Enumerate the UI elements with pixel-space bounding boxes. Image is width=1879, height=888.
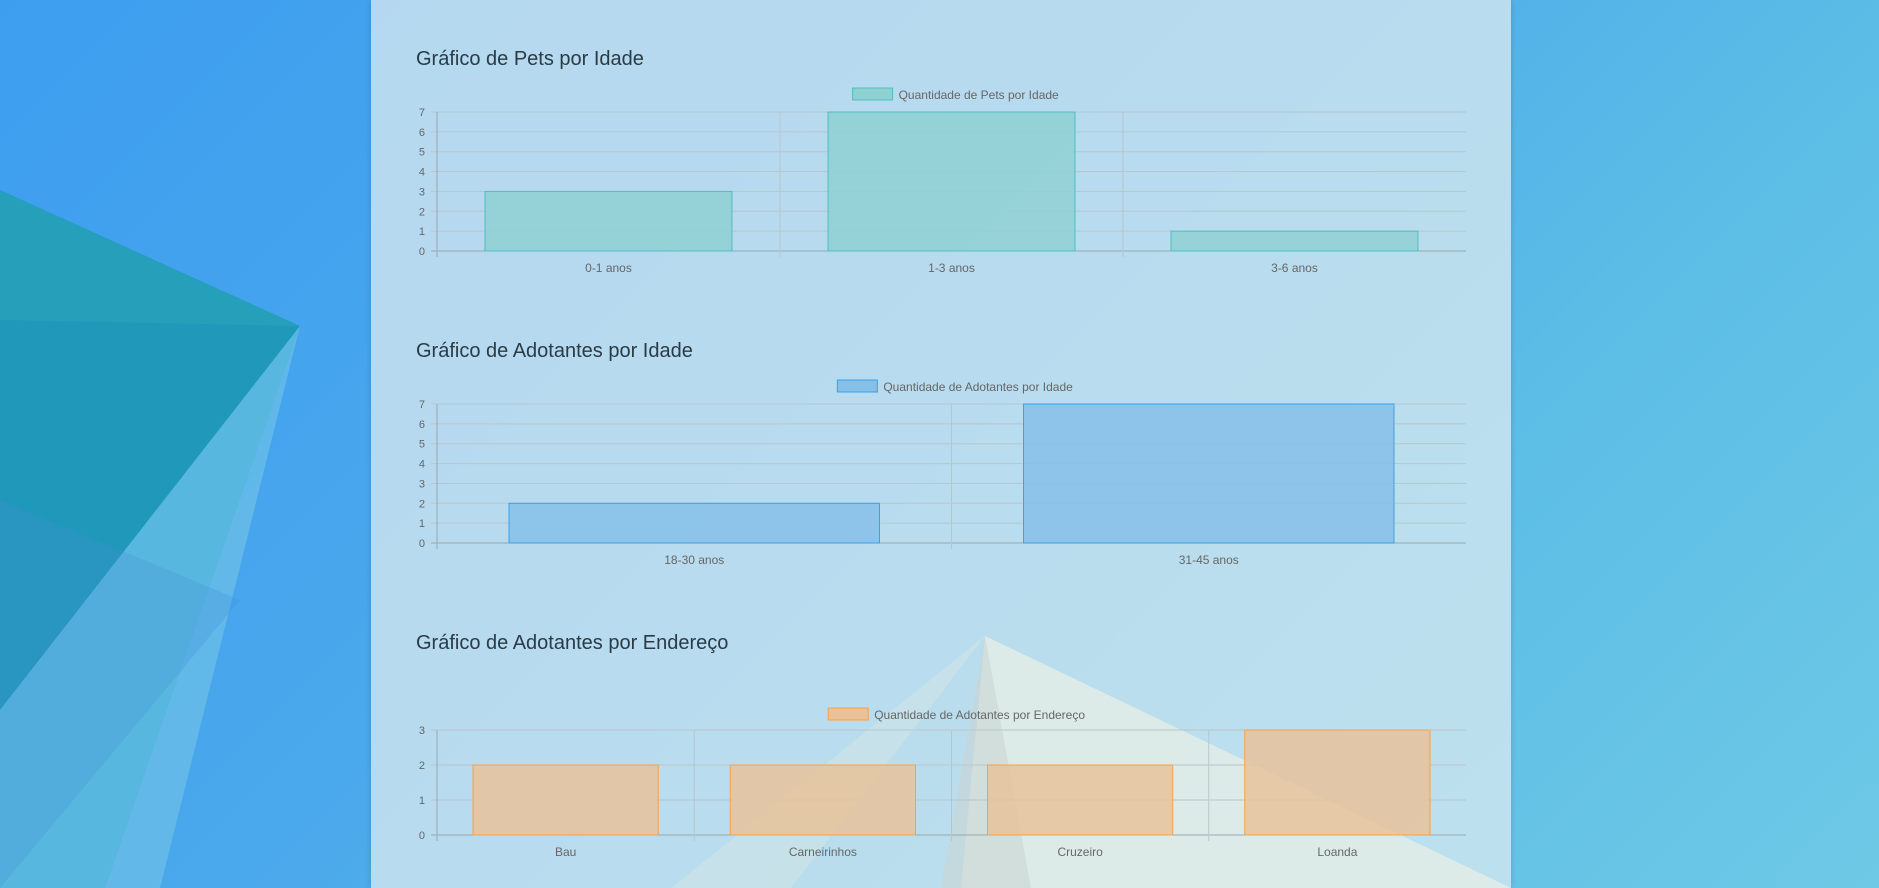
- y-tick-label: 7: [419, 107, 425, 119]
- y-tick-label: 3: [419, 725, 425, 737]
- x-tick-label: Carneirinhos: [789, 845, 857, 859]
- y-tick-label: 4: [419, 459, 425, 471]
- legend-label: Quantidade de Adotantes por Idade: [883, 380, 1073, 394]
- y-tick-label: 0: [419, 246, 425, 258]
- y-tick-label: 0: [419, 830, 425, 842]
- y-tick-label: 7: [419, 399, 425, 411]
- bar: [1244, 729, 1431, 836]
- y-tick-label: 2: [419, 206, 425, 218]
- bar: [987, 764, 1174, 836]
- bar: [1170, 230, 1419, 252]
- legend-label: Quantidade de Pets por Idade: [899, 88, 1059, 102]
- x-tick-label: Loanda: [1317, 845, 1357, 859]
- y-tick-label: 2: [419, 760, 425, 772]
- y-tick-label: 0: [419, 538, 425, 550]
- y-tick-label: 1: [419, 795, 425, 807]
- x-tick-label: 1-3 anos: [928, 261, 975, 275]
- y-tick-label: 6: [419, 127, 425, 139]
- legend-label: Quantidade de Adotantes por Endereço: [874, 708, 1085, 722]
- chart-pets-idade: Quantidade de Pets por Idade 0 1 2 3 4 5 6 7 0-1 …: [419, 87, 1466, 275]
- x-tick-label: Cruzeiro: [1057, 845, 1103, 859]
- bar: [472, 764, 659, 836]
- legend-swatch: [836, 379, 878, 393]
- chart-adotantes-idade: Quantidade de Adotantes por Idade 0 1 2 3 4 5 6…: [419, 379, 1466, 567]
- bar: [484, 190, 733, 252]
- chart-title-adotantes-endereco: Gráfico de Adotantes por Endereço: [416, 632, 729, 654]
- chart-title-adotantes-idade: Gráfico de Adotantes por Idade: [416, 340, 693, 362]
- bar: [508, 502, 880, 544]
- y-tick-label: 1: [419, 518, 425, 530]
- bar: [827, 111, 1076, 252]
- y-tick-label: 5: [419, 439, 425, 451]
- y-tick-label: 2: [419, 498, 425, 510]
- x-tick-label: 31-45 anos: [1179, 553, 1239, 567]
- y-tick-label: 3: [419, 186, 425, 198]
- bar: [729, 764, 916, 836]
- legend-swatch: [827, 707, 869, 721]
- y-tick-label: 5: [419, 147, 425, 159]
- y-tick-label: 6: [419, 419, 425, 431]
- chart-adotantes-endereco: Quantidade de Adotantes por Endereço 0 1 2 3…: [419, 707, 1466, 859]
- y-tick-label: 3: [419, 478, 425, 490]
- x-tick-label: 3-6 anos: [1271, 261, 1318, 275]
- legend-swatch: [852, 87, 894, 101]
- chart-title-pets-idade: Gráfico de Pets por Idade: [416, 48, 644, 70]
- content-panel: Gráfico de Pets por Idade Quantidade de …: [371, 0, 1511, 888]
- bar: [1023, 403, 1395, 544]
- y-tick-label: 1: [419, 226, 425, 238]
- x-tick-label: 18-30 anos: [664, 553, 724, 567]
- x-tick-label: 0-1 anos: [585, 261, 632, 275]
- y-tick-label: 4: [419, 167, 425, 179]
- x-tick-label: Bau: [555, 845, 576, 859]
